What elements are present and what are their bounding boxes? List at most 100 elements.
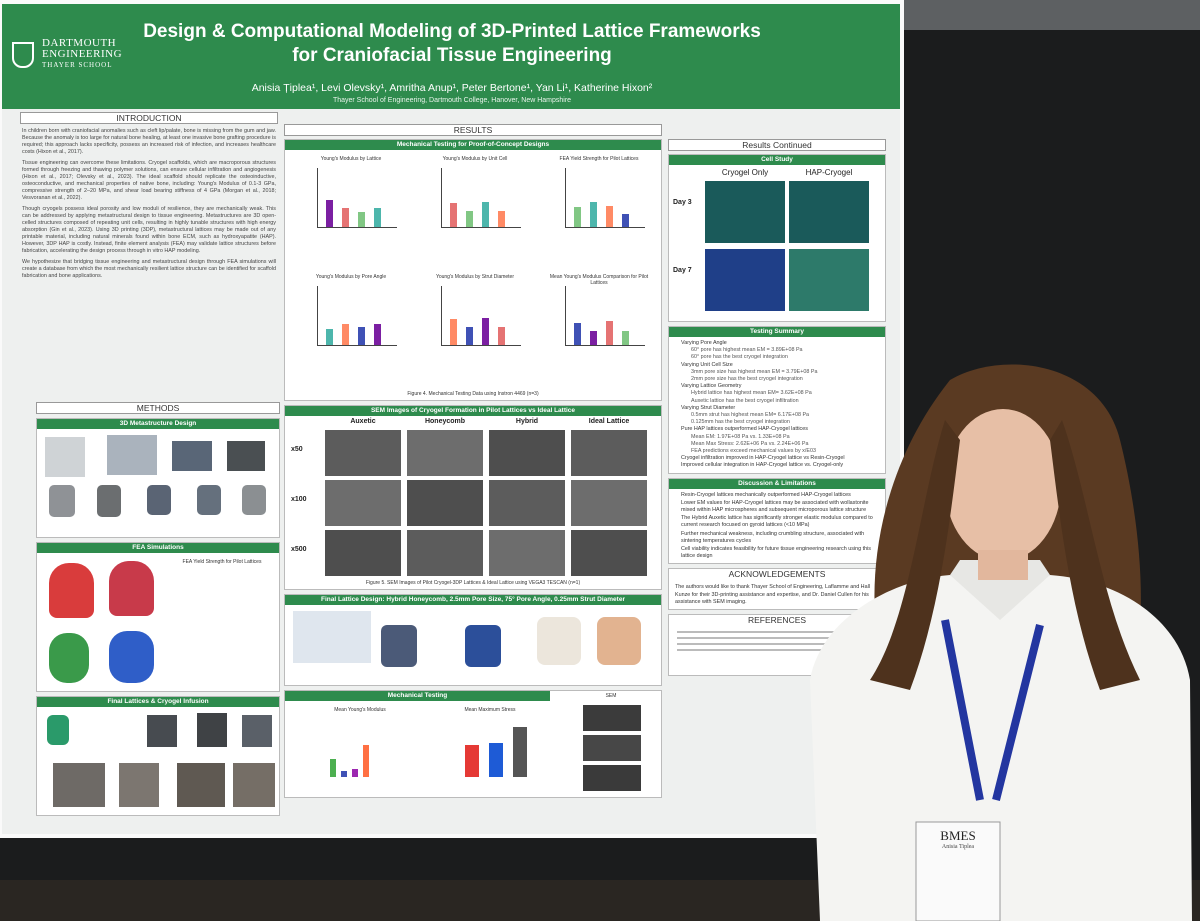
panel — [677, 637, 877, 640]
chart-plot — [317, 168, 397, 228]
img — [537, 617, 581, 665]
bar — [489, 743, 503, 777]
list: Varying Pore Angle 60° pore has highest m… — [673, 340, 881, 470]
img — [107, 435, 157, 475]
chart-bar — [326, 329, 333, 345]
list: Resin-Cryogel lattices mechanically outp… — [673, 492, 881, 561]
tiny: Mean Maximum Stress — [464, 707, 516, 713]
panel — [677, 643, 877, 646]
img — [583, 765, 641, 791]
sem-image — [571, 430, 647, 476]
img — [583, 705, 641, 731]
summary-subitem: FEA predictions exceed mechanical values… — [691, 448, 816, 455]
paragraph: Though cryogels possess ideal porosity a… — [22, 206, 276, 254]
bar — [341, 771, 347, 777]
chart-bar — [498, 327, 505, 345]
summary-item: Pure HAP lattices outperformed HAP-Cryog… — [681, 426, 808, 433]
summary-item: Varying Unit Cell Size — [681, 361, 733, 368]
summary-item: Varying Strut Diameter — [681, 404, 736, 411]
summary-subitem: Hybrid lattice has highest mean EM= 3.62… — [691, 390, 812, 397]
panel: Final Lattices & Cryogel Infusion — [36, 696, 280, 816]
cell-column-label: HAP-Cryogel — [805, 168, 853, 177]
logo: DARTMOUTH ENGINEERING THAYER SCHOOL — [12, 38, 122, 71]
poster: DARTMOUTH ENGINEERING THAYER SCHOOL Desi… — [2, 4, 900, 834]
sem-image — [489, 530, 565, 576]
panel: ACKNOWLEDGEMENTS The authors would like … — [668, 568, 886, 611]
chart-plot — [441, 286, 521, 346]
lanyard — [941, 619, 1044, 801]
img — [293, 611, 371, 663]
sem-image — [489, 480, 565, 526]
chart-bar — [482, 201, 489, 227]
chart-bar — [450, 203, 457, 227]
cap: Figure 5. SEM Images of Pilot Cryogel-3D… — [365, 580, 581, 586]
affil: Thayer School of Engineering, Dartmouth … — [332, 97, 572, 104]
img — [177, 763, 225, 807]
tiny: SEM — [605, 693, 617, 699]
badge-org: BMES — [940, 828, 976, 843]
secthead: INTRODUCTION — [20, 112, 278, 124]
l3: THAYER SCHOOL — [42, 61, 113, 69]
img — [47, 715, 69, 745]
chart-bar — [466, 211, 473, 227]
panel: DARTMOUTH ENGINEERING THAYER SCHOOL — [42, 38, 122, 71]
title-line: for Craniofacial Tissue Engineering — [292, 45, 612, 66]
chart-bar — [358, 211, 365, 227]
chart-title: Young's Modulus by Strut Diameter — [435, 274, 515, 280]
bar — [352, 769, 358, 777]
img — [147, 485, 171, 515]
title-line: Design & Computational Modeling of 3D-Pr… — [143, 21, 761, 42]
cell-image — [789, 181, 869, 243]
bar — [513, 727, 527, 777]
panel: RESULTS Mechanical Testing for Proof-of-… — [284, 124, 662, 798]
sem-image — [571, 530, 647, 576]
discussion-item: Cell viability indicates feasibility for… — [681, 546, 871, 560]
sem-image — [571, 480, 647, 526]
panel — [677, 631, 877, 634]
img — [381, 625, 417, 667]
chart-plot — [565, 168, 645, 228]
secthead: RESULTS — [284, 124, 662, 136]
sem-column-label: Ideal Lattice — [588, 418, 630, 425]
summary-subitem: 2mm pore size has the best cryogel integ… — [691, 376, 803, 383]
badge — [915, 821, 1001, 921]
summary-subitem: 60° pore has the best cryogel integratio… — [691, 354, 788, 361]
chart-bar — [590, 330, 597, 345]
chart-bar — [466, 327, 473, 345]
shield — [12, 42, 34, 68]
chart-title: FEA Yield Strength for Pilot Lattices — [559, 156, 639, 162]
chart-bar — [374, 208, 381, 227]
img — [147, 715, 177, 747]
subhead: Testing Summary — [669, 327, 885, 337]
paragraph: We hypothesize that bridging tissue engi… — [22, 259, 276, 279]
bar — [465, 745, 479, 777]
shirt — [810, 575, 1192, 921]
img — [242, 485, 266, 515]
secthead: Results Continued — [668, 139, 886, 151]
cap: Figure 4. Mechanical Testing Data using … — [407, 391, 539, 397]
secthead: REFERENCES — [669, 615, 885, 628]
title: Design & Computational Modeling of 3D-Pr… — [142, 20, 762, 68]
panel: BMES Anisia Tiplea — [916, 828, 1000, 850]
img — [49, 563, 94, 618]
sem-image — [325, 430, 401, 476]
subhead: Discussion & Limitations — [669, 478, 885, 489]
chart-bar — [622, 214, 629, 227]
discussion-item: Further mechanical weakness, including c… — [681, 530, 865, 544]
sem-image — [407, 530, 483, 576]
panel: Mechanical Testing Mean Young's Modulus … — [284, 690, 662, 798]
wall — [880, 0, 1200, 30]
sem-column-label: Hybrid — [515, 418, 539, 425]
cell-row-label: Day 3 — [673, 199, 692, 206]
paragraph: Tissue engineering can overcome these li… — [22, 160, 276, 201]
img — [197, 713, 227, 747]
chart-plot — [565, 286, 645, 346]
summary-subitem: Auxetic lattice has the best cryogel inf… — [691, 397, 799, 404]
panel — [677, 649, 877, 652]
sem-image — [325, 480, 401, 526]
panel: Cell Study Cryogel Only HAP-Cryogel Day 3 D… — [668, 154, 886, 322]
img — [227, 441, 265, 471]
list: The authors would like to thank Thayer S… — [675, 584, 870, 605]
panel: FEA Simulations FEA Yield Strength for P… — [36, 542, 280, 692]
